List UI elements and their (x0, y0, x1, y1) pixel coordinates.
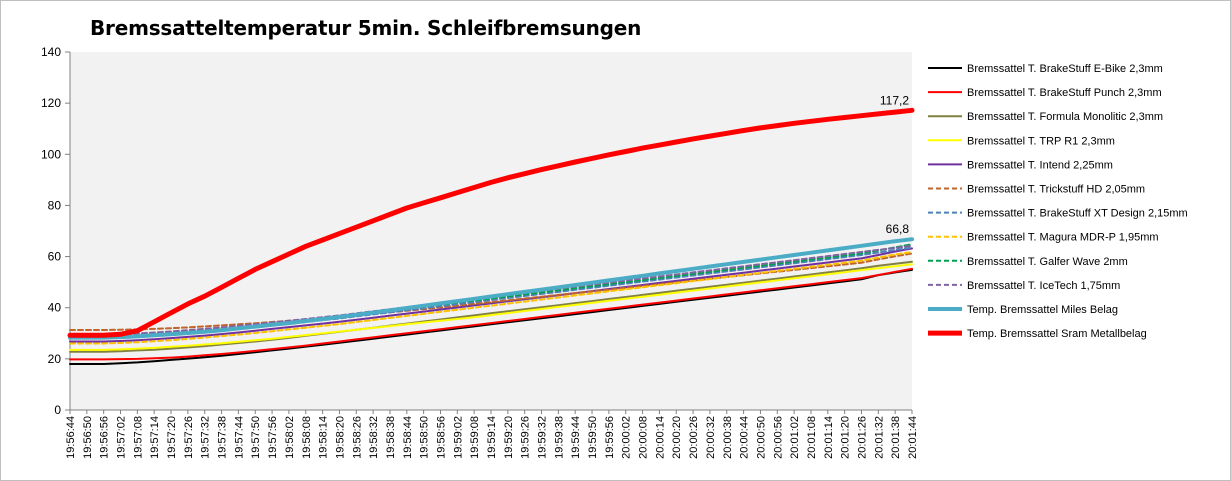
series-line-10 (69, 244, 913, 336)
x-tick-label: 19:56:56 (99, 416, 111, 459)
x-tick-label: 19:57:50 (250, 416, 262, 459)
y-tick-label: 140 (41, 45, 61, 59)
x-tick-label: 19:59:26 (520, 416, 532, 459)
x-tick-label: 20:01:26 (856, 416, 868, 459)
x-tick-label: 19:58:20 (334, 416, 346, 459)
x-tick-label: 19:59:14 (486, 416, 498, 459)
y-tick-label: 40 (48, 301, 62, 315)
x-tick-label: 19:57:02 (116, 416, 128, 459)
x-tick-label: 19:58:26 (351, 416, 363, 459)
series-line-8 (69, 251, 913, 345)
y-tick-label: 100 (41, 147, 61, 161)
x-tick-label: 20:01:32 (873, 416, 885, 459)
x-tick-label: 20:00:20 (671, 416, 683, 459)
series-line-12 (67, 107, 915, 338)
legend-entry: Bremssattel T. Galfer Wave 2mm (967, 256, 1128, 268)
x-tick-label: 19:59:38 (553, 416, 565, 459)
x-tick-label: 19:59:44 (570, 416, 582, 459)
x-tick-label: 19:57:08 (132, 416, 144, 459)
legend-entry: Bremssattel T. BrakeStuff E-Bike 2,3mm (967, 63, 1163, 75)
x-tick-label: 20:00:38 (722, 416, 734, 459)
legend-entry: Bremssattel T. IceTech 1,75mm (967, 280, 1120, 292)
series-line-4 (69, 263, 913, 351)
series-line-1 (69, 268, 913, 365)
x-tick-label: 19:59:50 (587, 416, 599, 459)
x-tick-label: 19:57:38 (217, 416, 229, 459)
chart-title: Bremssatteltemperatur 5min. Schleifbrems… (90, 16, 642, 40)
x-tick-label: 20:01:20 (840, 416, 852, 459)
legend-entry: Bremssattel T. Formula Monolitic 2,3mm (967, 111, 1163, 123)
x-tick-label: 20:01:44 (907, 416, 919, 459)
legend-entry: Bremssattel T. Magura MDR-P 1,95mm (967, 232, 1159, 244)
y-tick-label: 60 (48, 250, 62, 264)
x-tick-label: 20:00:50 (755, 416, 767, 459)
y-tick-label: 0 (54, 403, 61, 417)
x-tick-label: 19:58:02 (284, 416, 296, 459)
x-tick-label: 20:00:02 (621, 416, 633, 459)
x-tick-label: 20:00:14 (654, 416, 666, 459)
x-tick-label: 19:57:56 (267, 416, 279, 459)
x-tick-label: 20:00:32 (705, 416, 717, 459)
x-tick-label: 19:59:02 (452, 416, 464, 459)
x-tick-label: 19:57:14 (149, 416, 161, 459)
x-tick-label: 20:01:02 (789, 416, 801, 459)
x-tick-label: 19:56:50 (82, 416, 94, 459)
x-tick-label: 20:00:56 (772, 416, 784, 459)
x-tick-label: 20:00:26 (688, 416, 700, 459)
x-tick-label: 19:58:50 (419, 416, 431, 459)
x-tick-label: 20:01:38 (890, 416, 902, 459)
x-tick-label: 20:00:44 (739, 416, 751, 459)
x-tick-label: 20:00:08 (638, 416, 650, 459)
legend-entry: Bremssattel T. Intend 2,25mm (967, 159, 1113, 171)
series-line-11 (68, 237, 914, 340)
x-tick-label: 19:57:32 (200, 416, 212, 459)
legend-entry: Bremssattel T. TRP R1 2,3mm (967, 135, 1115, 147)
x-tick-label: 19:57:26 (183, 416, 195, 459)
series-line-2 (69, 267, 913, 361)
x-tick-label: 19:58:44 (402, 416, 414, 459)
y-tick-label: 80 (48, 198, 62, 212)
series-line-3 (69, 260, 913, 353)
x-tick-label: 20:01:14 (823, 416, 835, 459)
x-tick-label: 19:58:56 (435, 416, 447, 459)
x-tick-label: 19:57:44 (233, 416, 245, 459)
x-tick-label: 19:59:08 (469, 416, 481, 459)
series-line-5 (69, 247, 913, 343)
x-tick-label: 19:58:14 (318, 416, 330, 459)
legend-entry: Bremssattel T. BrakeStuff Punch 2,3mm (967, 87, 1162, 99)
x-tick-label: 19:58:32 (368, 416, 380, 459)
y-tick-label: 20 (48, 352, 62, 366)
legend-entry: Bremssattel T. BrakeStuff XT Design 2,15… (967, 208, 1188, 220)
x-tick-label: 19:58:08 (301, 416, 313, 459)
x-tick-label: 19:59:56 (604, 416, 616, 459)
x-tick-label: 19:59:20 (503, 416, 515, 459)
x-tick-label: 20:01:08 (806, 416, 818, 459)
data-label: 117,2 (880, 93, 909, 107)
x-tick-label: 19:59:32 (537, 416, 549, 459)
x-tick-label: 19:56:44 (65, 416, 77, 459)
x-tick-label: 19:57:20 (166, 416, 178, 459)
y-tick-label: 120 (41, 96, 61, 110)
legend-entry: Temp. Bremssattel Miles Belag (967, 304, 1118, 316)
x-tick-label: 19:58:38 (385, 416, 397, 459)
data-label: 66,8 (886, 222, 910, 236)
plot-area (70, 52, 912, 410)
legend-entry: Temp. Bremssattel Sram Metallbelag (967, 328, 1147, 340)
legend-entry: Bremssattel T. Trickstuff HD 2,05mm (967, 184, 1145, 196)
